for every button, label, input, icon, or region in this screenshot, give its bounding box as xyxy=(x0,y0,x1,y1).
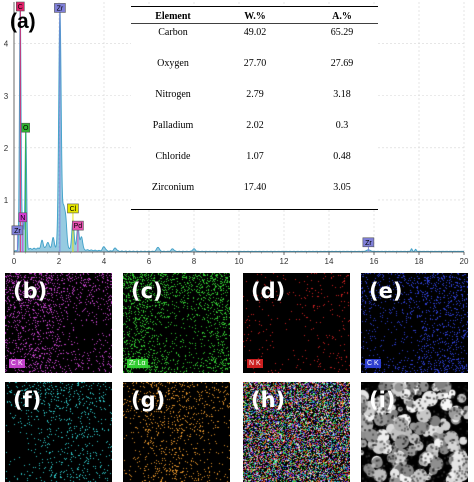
map-letter: (b) xyxy=(13,279,48,303)
table-cell: 0.3 xyxy=(336,120,349,131)
table-cell: 27.69 xyxy=(331,58,354,69)
map-image xyxy=(123,382,230,482)
x-tick-label: 18 xyxy=(415,257,424,266)
peak-label: Zr xyxy=(362,237,375,252)
map-image xyxy=(361,273,468,373)
table-cell: Chloride xyxy=(156,151,192,162)
y-tick-label: 3 xyxy=(4,92,9,101)
map-image xyxy=(123,273,230,373)
map-letter: (g) xyxy=(131,388,166,412)
table-cell: 17.40 xyxy=(244,182,267,193)
panel-label-a: (a) xyxy=(10,10,36,33)
map-element-label: C K xyxy=(9,359,25,368)
y-tick-label: 2 xyxy=(4,144,9,153)
x-tick-label: 14 xyxy=(325,257,334,266)
table-cell: Zirconium xyxy=(152,182,194,193)
peak-label-text: N xyxy=(20,215,25,222)
table-header-at: A.% xyxy=(332,11,352,22)
x-tick-label: 12 xyxy=(280,257,289,266)
table-cell: Oxygen xyxy=(157,58,189,69)
map-panel-g: (g) xyxy=(123,382,230,482)
elemental-maps-grid: (b) C K (c) Zr Lα (d) N K (e) C K (f) (g… xyxy=(0,268,474,482)
peak-label-box xyxy=(362,237,375,248)
x-tick-label: 20 xyxy=(460,257,469,266)
peak-label: O xyxy=(21,122,31,252)
x-tick-label: 0 xyxy=(12,257,17,266)
map-image xyxy=(5,273,112,373)
map-panel-c: (c) Zr Lα xyxy=(123,273,230,373)
table-cell: 1.07 xyxy=(246,151,264,162)
peak-label: Zr xyxy=(54,3,66,252)
map-panel-d: (d) N K xyxy=(243,273,350,373)
table-cell: 65.29 xyxy=(331,27,354,38)
map-letter: (f) xyxy=(13,388,42,412)
x-axis-ticks: 0 2 4 6 8 10 12 14 16 18 20 xyxy=(12,252,469,266)
table-cell: 3.18 xyxy=(333,89,351,100)
map-image xyxy=(243,382,350,482)
x-tick-label: 16 xyxy=(370,257,379,266)
table-header-wt: W.% xyxy=(244,11,266,22)
table-cell: Carbon xyxy=(158,27,187,38)
y-tick-label: 1 xyxy=(4,196,9,205)
peak-label-text: O xyxy=(23,125,29,132)
table-header-element: Element xyxy=(155,11,191,22)
table-cell: 49.02 xyxy=(244,27,267,38)
peak-label: Zr xyxy=(11,225,24,252)
map-letter: (e) xyxy=(369,279,403,303)
spectrum-series-area xyxy=(14,2,464,253)
table-cell: Palladium xyxy=(153,120,194,131)
table-cell: 2.02 xyxy=(246,120,264,131)
map-image xyxy=(5,382,112,482)
map-letter: (i) xyxy=(369,388,396,412)
peak-label-text: Pd xyxy=(74,223,83,230)
map-panel-i: (i) xyxy=(361,382,468,482)
x-tick-label: 6 xyxy=(147,257,152,266)
peak-label: C xyxy=(15,1,25,252)
peak-label-box xyxy=(67,203,79,214)
peak-label-text: Zr xyxy=(14,228,21,235)
peak-label-text: C xyxy=(18,4,23,11)
peak-label: Cl xyxy=(67,203,79,252)
map-panel-f: (f) xyxy=(5,382,112,482)
table-cell: 2.79 xyxy=(246,89,264,100)
peak-label-text: Zr xyxy=(365,240,372,247)
table-cell: 27.70 xyxy=(244,58,267,69)
map-element-label: Zr Lα xyxy=(127,359,148,368)
map-letter: (h) xyxy=(251,388,286,412)
peak-label-text: Zr xyxy=(57,5,64,12)
map-image xyxy=(361,382,468,482)
map-letter: (c) xyxy=(131,279,163,303)
peak-label-box xyxy=(54,3,66,13)
table-cell: 0.48 xyxy=(333,151,351,162)
peak-labels: C Zr O N Cl Pd Zr Zr xyxy=(11,1,375,252)
composition-table: Element W.% A.% Carbon 49.02 65.29 Oxyge… xyxy=(131,6,378,210)
peak-label-box xyxy=(15,1,25,12)
peak-label-box xyxy=(11,225,24,236)
table-cell: Nitrogen xyxy=(155,89,191,100)
x-tick-label: 8 xyxy=(192,257,197,266)
x-tick-label: 4 xyxy=(102,257,107,266)
spectrum-series-line xyxy=(13,2,464,253)
map-panel-e: (e) C K xyxy=(361,273,468,373)
peak-label-box xyxy=(72,220,84,231)
map-letter: (d) xyxy=(251,279,286,303)
x-tick-label: 10 xyxy=(235,257,244,266)
map-panel-b: (b) C K xyxy=(5,273,112,373)
map-panel-h: (h) xyxy=(243,382,350,482)
peak-label-text: Cl xyxy=(70,206,77,213)
y-axis-ticks: 1 2 3 4 xyxy=(4,40,9,205)
table-background xyxy=(131,6,378,210)
y-tick-label: 4 xyxy=(4,40,9,49)
x-tick-label: 2 xyxy=(57,257,62,266)
peak-label-box xyxy=(21,122,31,133)
map-element-label: C K xyxy=(365,359,381,368)
map-element-label: N K xyxy=(247,359,263,368)
table-cell: 3.05 xyxy=(333,182,351,193)
peak-label: Pd xyxy=(72,220,84,252)
map-image xyxy=(243,273,350,373)
peak-label-box xyxy=(18,212,28,223)
